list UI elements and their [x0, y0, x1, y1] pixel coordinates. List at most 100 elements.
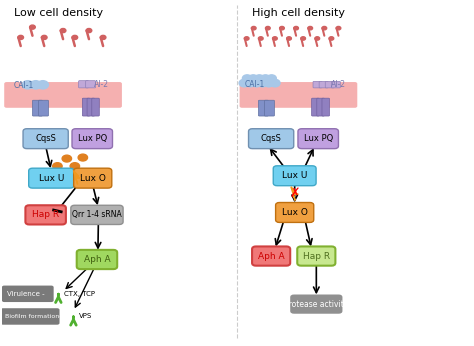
Circle shape	[30, 25, 35, 29]
FancyBboxPatch shape	[86, 81, 96, 88]
Circle shape	[273, 37, 277, 40]
Text: Lux O: Lux O	[282, 208, 308, 217]
Text: AI-2: AI-2	[330, 80, 346, 89]
Circle shape	[18, 35, 24, 39]
Circle shape	[71, 170, 81, 176]
Circle shape	[255, 75, 264, 82]
FancyBboxPatch shape	[239, 82, 357, 108]
Text: Hap R: Hap R	[32, 210, 59, 219]
Circle shape	[86, 28, 92, 33]
Circle shape	[72, 35, 78, 39]
Text: Aph A: Aph A	[83, 255, 110, 264]
Text: CTX, TCP: CTX, TCP	[64, 291, 95, 297]
FancyBboxPatch shape	[248, 129, 294, 149]
Text: Virulence -: Virulence -	[7, 291, 44, 297]
Circle shape	[100, 35, 106, 39]
Circle shape	[53, 163, 62, 170]
FancyBboxPatch shape	[311, 98, 319, 116]
Circle shape	[248, 75, 258, 82]
FancyBboxPatch shape	[325, 81, 334, 88]
Circle shape	[308, 26, 312, 30]
Text: Lux U: Lux U	[38, 174, 64, 183]
Text: Hap R: Hap R	[303, 252, 330, 261]
FancyBboxPatch shape	[71, 205, 123, 225]
FancyBboxPatch shape	[26, 205, 66, 225]
Text: Lux U: Lux U	[282, 171, 307, 180]
FancyBboxPatch shape	[79, 81, 89, 88]
FancyBboxPatch shape	[2, 285, 54, 302]
Circle shape	[251, 79, 262, 87]
Circle shape	[41, 35, 47, 39]
Text: AI-2: AI-2	[94, 80, 109, 89]
Circle shape	[315, 37, 319, 40]
Circle shape	[287, 37, 292, 40]
Circle shape	[257, 79, 268, 87]
FancyBboxPatch shape	[87, 98, 95, 116]
Circle shape	[242, 75, 252, 82]
Polygon shape	[291, 187, 299, 200]
FancyBboxPatch shape	[258, 100, 268, 116]
FancyBboxPatch shape	[290, 294, 342, 314]
Circle shape	[30, 81, 41, 89]
Text: CqsS: CqsS	[35, 134, 56, 143]
FancyBboxPatch shape	[317, 98, 324, 116]
FancyBboxPatch shape	[38, 100, 48, 116]
FancyBboxPatch shape	[313, 81, 322, 88]
FancyBboxPatch shape	[297, 246, 336, 266]
Text: VPS: VPS	[79, 313, 92, 319]
Circle shape	[336, 26, 341, 30]
FancyBboxPatch shape	[322, 98, 329, 116]
Circle shape	[251, 26, 256, 30]
Circle shape	[62, 155, 72, 162]
Text: High cell density: High cell density	[252, 8, 345, 18]
Circle shape	[78, 154, 88, 161]
FancyBboxPatch shape	[72, 129, 112, 149]
FancyBboxPatch shape	[319, 81, 328, 88]
FancyBboxPatch shape	[73, 168, 112, 188]
Text: Protease activity: Protease activity	[284, 300, 348, 309]
Circle shape	[244, 37, 249, 40]
Text: CAI-1: CAI-1	[14, 81, 34, 90]
Text: Lux PQ: Lux PQ	[303, 134, 333, 143]
FancyBboxPatch shape	[298, 129, 338, 149]
Text: CqsS: CqsS	[261, 134, 282, 143]
Text: Biofilm formation-: Biofilm formation-	[5, 314, 62, 319]
Circle shape	[258, 37, 263, 40]
Circle shape	[239, 79, 249, 87]
Polygon shape	[73, 171, 81, 184]
Circle shape	[322, 26, 327, 30]
Text: Aph A: Aph A	[258, 252, 284, 261]
Circle shape	[264, 79, 274, 87]
Circle shape	[37, 81, 48, 89]
Circle shape	[301, 37, 306, 40]
FancyBboxPatch shape	[273, 166, 316, 186]
Circle shape	[280, 26, 284, 30]
Circle shape	[265, 26, 270, 30]
Circle shape	[245, 79, 255, 87]
FancyBboxPatch shape	[82, 98, 90, 116]
FancyBboxPatch shape	[275, 202, 314, 222]
FancyBboxPatch shape	[32, 100, 42, 116]
FancyBboxPatch shape	[331, 81, 340, 88]
Text: Lux O: Lux O	[80, 174, 106, 183]
Text: Low cell density: Low cell density	[14, 8, 103, 18]
FancyBboxPatch shape	[23, 129, 68, 149]
Text: Lux PQ: Lux PQ	[78, 134, 107, 143]
Circle shape	[22, 81, 33, 89]
Circle shape	[261, 75, 270, 82]
Text: Qrr 1-4 sRNA: Qrr 1-4 sRNA	[72, 210, 122, 219]
Text: ✗: ✗	[290, 187, 300, 200]
FancyBboxPatch shape	[252, 246, 290, 266]
Circle shape	[70, 163, 80, 170]
Text: CAI-1: CAI-1	[244, 80, 264, 89]
FancyBboxPatch shape	[29, 168, 74, 188]
Circle shape	[270, 79, 280, 87]
Circle shape	[267, 75, 276, 82]
Circle shape	[329, 37, 334, 40]
FancyBboxPatch shape	[92, 98, 100, 116]
FancyBboxPatch shape	[264, 100, 274, 116]
FancyBboxPatch shape	[0, 308, 60, 325]
FancyBboxPatch shape	[4, 82, 122, 108]
Circle shape	[60, 28, 66, 33]
Circle shape	[294, 26, 299, 30]
